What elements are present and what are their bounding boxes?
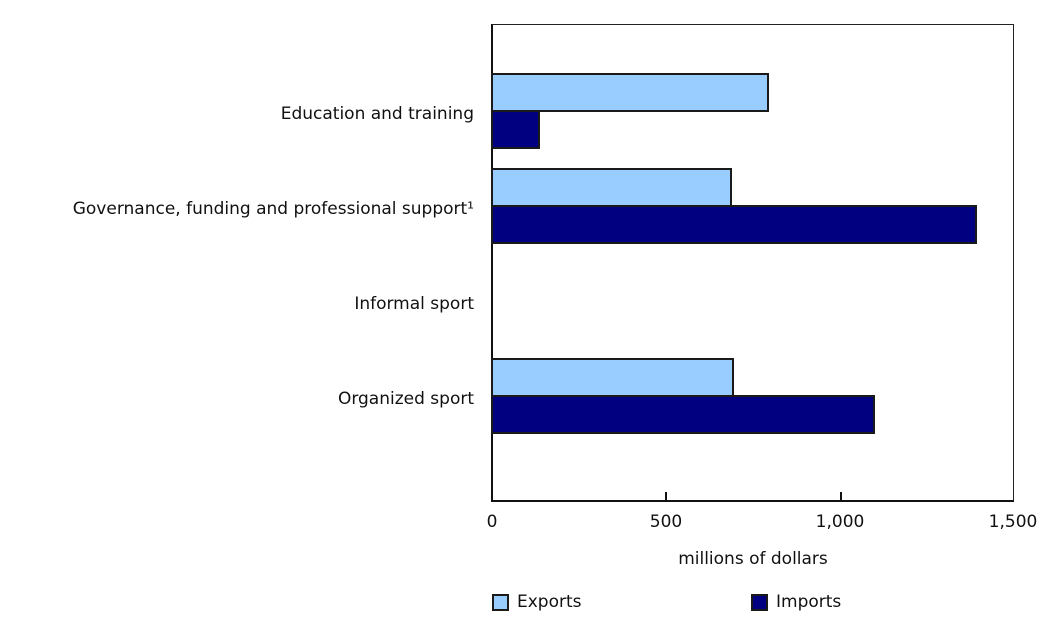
legend-item-imports: Imports: [751, 592, 841, 612]
legend-swatch-imports: [751, 593, 768, 611]
category-label-organized-sport: Organized sport: [337, 389, 474, 409]
bar-exports-0: [491, 73, 769, 112]
x-tick-500: [665, 492, 667, 502]
x-tick-label-500: 500: [649, 512, 683, 532]
x-tick-label-1500: 1,500: [988, 512, 1038, 532]
legend-item-exports: Exports: [492, 592, 582, 612]
legend-swatch-exports: [492, 593, 509, 611]
x-tick-label-0: 0: [486, 512, 498, 532]
bar-exports-1: [491, 168, 732, 207]
category-label-informal-sport: Informal sport: [354, 294, 474, 314]
x-tick-1000: [840, 492, 842, 502]
category-label-governance: Governance, funding and professional sup…: [72, 199, 474, 219]
plot-area: [491, 24, 1014, 502]
legend-label-exports: Exports: [517, 592, 582, 612]
bar-exports-3: [491, 358, 734, 397]
bar-imports-0: [491, 110, 540, 149]
bar-imports-3: [491, 395, 875, 434]
bar-imports-1: [491, 205, 977, 244]
category-label-education: Education and training: [280, 104, 474, 124]
x-axis-title: millions of dollars: [678, 549, 828, 569]
x-tick-label-1000: 1,000: [815, 512, 865, 532]
legend-label-imports: Imports: [776, 592, 842, 612]
